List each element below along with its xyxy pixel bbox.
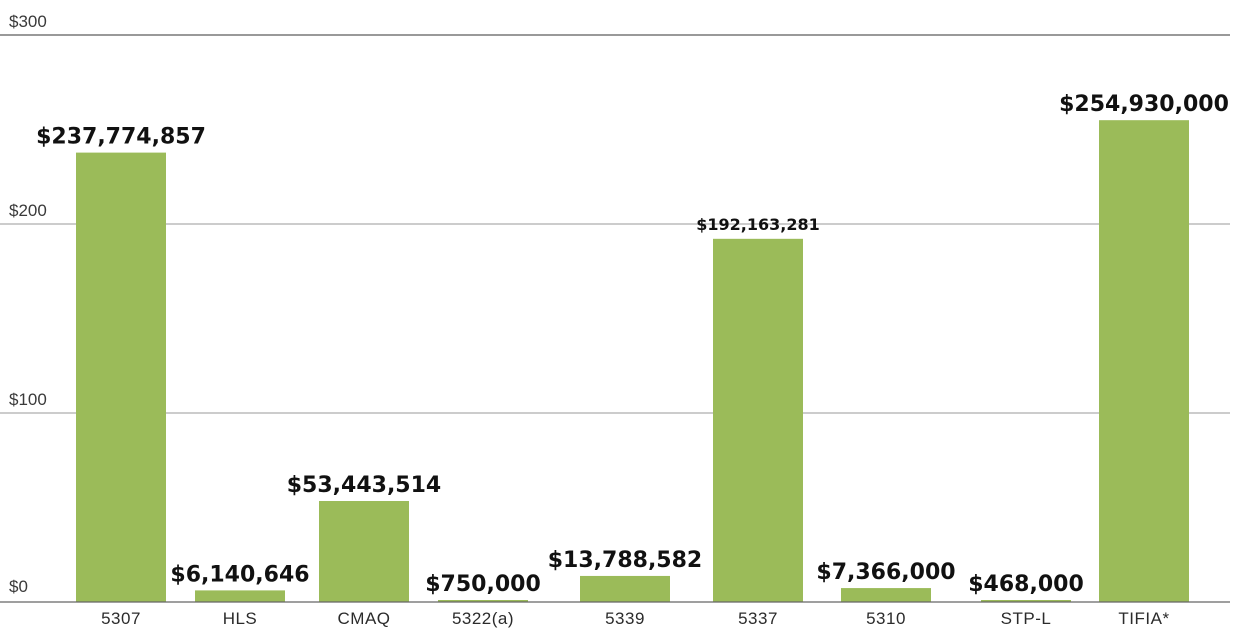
y-tick-label: $200 bbox=[9, 201, 47, 220]
data-label: $7,366,000 bbox=[816, 560, 955, 585]
data-label: $750,000 bbox=[425, 572, 541, 597]
data-label: $13,788,582 bbox=[548, 548, 702, 573]
data-label: $6,140,646 bbox=[170, 562, 309, 587]
bar bbox=[195, 590, 285, 602]
y-axis-tick-labels: $0 $100 $200 $300 bbox=[9, 12, 47, 596]
bar bbox=[1099, 120, 1189, 602]
x-tick-label: 5307 bbox=[101, 609, 141, 628]
bar bbox=[713, 238, 803, 602]
y-tick-label: $100 bbox=[9, 390, 47, 409]
x-axis-category-labels: 5307 HLS CMAQ 5322(a) 5339 5337 5310 STP-L TIFIA… bbox=[101, 609, 1169, 628]
data-label: $237,774,857 bbox=[36, 125, 206, 150]
x-tick-label: TIFIA* bbox=[1118, 609, 1169, 628]
y-tick-label: $0 bbox=[9, 577, 28, 596]
bars bbox=[76, 120, 1189, 602]
bar bbox=[438, 600, 528, 602]
x-tick-label: HLS bbox=[223, 609, 258, 628]
y-tick-label: $300 bbox=[9, 12, 47, 31]
x-tick-label: 5322(a) bbox=[452, 609, 514, 628]
x-tick-label: STP-L bbox=[1001, 609, 1052, 628]
data-label: $468,000 bbox=[968, 572, 1084, 597]
bar bbox=[319, 500, 409, 602]
x-tick-label: 5310 bbox=[866, 609, 906, 628]
gridlines bbox=[0, 34, 1230, 414]
bar bbox=[981, 600, 1071, 602]
bar bbox=[580, 575, 670, 602]
data-label: $53,443,514 bbox=[287, 473, 441, 498]
bar bbox=[841, 588, 931, 602]
data-labels: $237,774,857 $6,140,646 $53,443,514 $750,00… bbox=[36, 92, 1229, 597]
bar bbox=[76, 152, 166, 602]
x-tick-label: CMAQ bbox=[338, 609, 391, 628]
data-label: $192,163,281 bbox=[696, 215, 819, 234]
data-label: $254,930,000 bbox=[1059, 92, 1229, 117]
x-tick-label: 5339 bbox=[605, 609, 645, 628]
x-tick-label: 5337 bbox=[738, 609, 778, 628]
